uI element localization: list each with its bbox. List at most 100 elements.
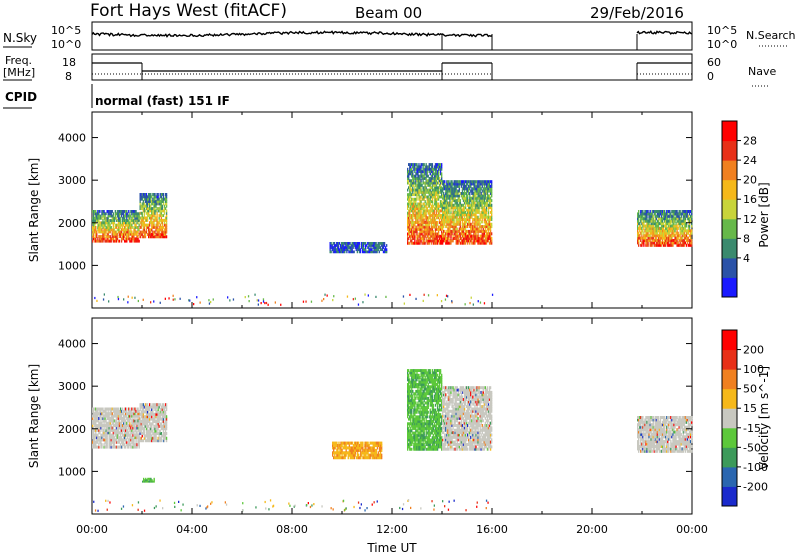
power-cell [491,232,493,236]
power-cell [658,231,661,235]
power-cell [638,226,640,230]
power-cell [480,196,482,200]
power-cell [153,209,155,213]
power-cell [655,226,658,230]
power-cell [439,186,442,190]
velocity-cell [119,428,122,432]
power-cell [135,237,137,241]
power-cell [375,248,377,252]
power-cell [454,187,456,191]
power-cell [165,209,168,213]
velocity-cell [129,440,131,444]
power-cell [458,180,461,184]
power-cell [480,225,482,229]
power-cell [463,199,466,203]
power-cell [363,242,365,245]
velocity-cell [95,419,97,423]
velocity-cell [139,403,141,407]
power-cell [120,232,123,236]
power-cell [439,234,442,238]
power-cell [443,237,445,240]
power-cell [424,230,426,234]
velocity-cell [145,439,148,443]
power-cell [428,167,430,171]
power-cell [373,246,375,249]
power-cell [431,218,434,222]
power-cell [671,226,673,230]
power-cell [111,230,113,234]
power-cell [657,239,660,243]
power-cell [458,210,461,214]
power-cell [453,222,455,226]
power-cell [137,226,139,229]
velocity-cell [105,443,107,447]
power-cell [157,202,159,206]
power-cell [99,223,101,227]
velocity-cell [115,436,118,440]
power-cell [657,219,660,223]
power-cell [473,208,475,212]
power-cell [487,203,490,207]
power-cell [162,197,165,201]
power-cell [655,214,658,218]
power-cell [441,174,443,178]
power-cell [346,248,348,252]
power-cell [430,174,433,178]
power-cell [159,223,161,227]
power-cell [413,183,415,187]
power-cell [444,196,446,200]
velocity-cell [151,424,153,428]
velocity-cell [150,432,152,435]
power-cell [434,237,437,241]
power-cell [422,163,424,167]
velocity-cell [92,414,94,418]
power-cell [656,224,659,228]
power-cell [456,241,458,245]
power-cell [100,235,102,238]
power-cell [457,199,459,203]
power-cell [99,237,101,241]
power-cell [130,214,132,218]
velocity-cell [113,438,116,442]
power-cell [436,234,439,238]
power-noise [333,295,335,298]
power-cell [443,222,445,226]
power-cell [672,226,674,230]
power-cell [93,219,95,222]
power-cell [448,222,450,226]
power-cell [669,243,671,247]
velocity-cell [93,436,95,440]
power-cell [123,223,125,227]
power-cell [143,235,146,239]
power-cell [461,229,464,233]
power-noise [354,297,356,300]
velocity-cell [107,424,109,428]
power-cell [674,239,676,243]
power-cell [99,226,101,229]
power-cell [482,189,484,193]
power-cell [445,194,447,198]
power-cell [658,236,661,240]
power-cell [478,220,480,224]
power-cell [674,224,676,228]
power-cell [481,213,483,217]
power-cell [476,210,478,214]
power-cell [489,234,492,238]
power-noise [362,301,364,304]
velocity-cell [163,427,166,431]
power-noise [427,294,430,297]
power-cell [640,210,642,214]
power-cell [657,236,660,240]
power-cell [430,214,433,217]
power-cell [145,225,148,229]
velocity-cell [116,431,119,435]
velocity-cell [103,438,105,442]
velocity-cell [108,440,110,444]
velocity-cell [111,438,113,442]
velocity-cell [140,429,142,433]
velocity-cell [165,415,168,419]
power-cell [143,223,146,227]
velocity-cell [162,429,165,433]
power-cell [148,223,150,227]
power-cell [466,184,468,188]
